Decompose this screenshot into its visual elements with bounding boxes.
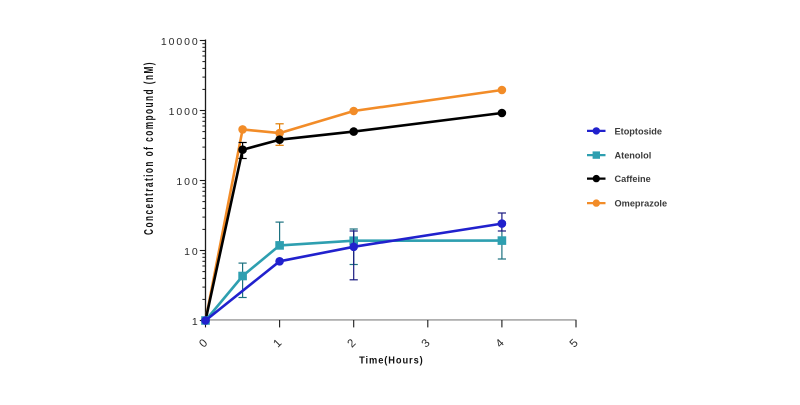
- svg-text:100: 100: [176, 176, 199, 188]
- svg-text:Omeprazole: Omeprazole: [615, 199, 668, 209]
- svg-text:Concentration of compound (nM): Concentration of compound (nM): [142, 61, 156, 235]
- svg-text:1: 1: [192, 316, 200, 328]
- svg-text:Caffeine: Caffeine: [615, 174, 651, 184]
- svg-text:10: 10: [184, 246, 199, 258]
- svg-text:Time(Hours): Time(Hours): [359, 355, 424, 366]
- svg-text:10000: 10000: [161, 36, 200, 48]
- svg-text:Etoptoside: Etoptoside: [615, 126, 662, 136]
- svg-text:Atenolol: Atenolol: [615, 151, 652, 161]
- svg-text:1000: 1000: [169, 106, 200, 118]
